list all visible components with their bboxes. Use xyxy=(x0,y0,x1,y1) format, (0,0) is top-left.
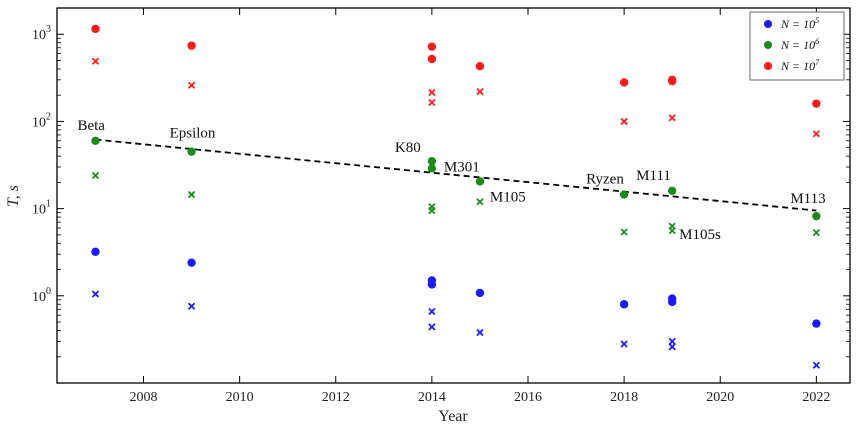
x-axis-label: Year xyxy=(438,408,468,425)
data-point-cross xyxy=(428,307,436,316)
data-point-cross xyxy=(620,340,628,348)
data-point-cross xyxy=(476,328,484,337)
data-point-dot xyxy=(427,54,437,64)
annotation-label: M113 xyxy=(790,191,825,207)
annotation-label: Beta xyxy=(77,118,105,134)
data-point-cross xyxy=(812,361,820,369)
data-point-cross xyxy=(668,114,676,122)
data-point-dot xyxy=(427,42,437,51)
y-tick-label: 102 xyxy=(32,111,51,130)
x-tick-label: 2014 xyxy=(418,390,446,405)
annotation-label: M105 xyxy=(490,189,526,205)
data-point-dot xyxy=(475,288,485,298)
data-point-cross xyxy=(476,198,484,206)
data-point-dot xyxy=(812,99,821,108)
data-point-dot xyxy=(187,147,196,156)
data-point-dot xyxy=(619,190,629,199)
data-point-dot xyxy=(187,258,196,267)
annotation-label: K80 xyxy=(395,140,421,156)
y-tick-label: 100 xyxy=(32,286,51,305)
legend-label: N = 107 xyxy=(780,58,820,73)
data-point-dot xyxy=(667,297,677,307)
data-point-cross xyxy=(476,87,484,96)
x-tick-label: 2010 xyxy=(226,390,254,405)
data-point-cross xyxy=(187,81,196,89)
data-point-cross xyxy=(620,117,628,126)
series-n1e6 xyxy=(91,136,821,237)
series-n1e7 xyxy=(91,24,821,138)
legend-label: N = 105 xyxy=(780,16,819,31)
annotation-label: M111 xyxy=(636,168,671,184)
y-axis-label: T, s xyxy=(5,185,22,207)
x-tick-label: 2022 xyxy=(802,390,830,405)
data-point-cross xyxy=(812,130,820,138)
y-tick-label: 103 xyxy=(32,24,51,43)
series-n1e5 xyxy=(91,247,821,369)
trend-line-layer xyxy=(95,138,817,212)
data-point-dot xyxy=(91,136,100,145)
data-point-cross xyxy=(428,98,436,107)
data-point-cross xyxy=(812,229,820,237)
data-point-cross xyxy=(428,323,436,331)
data-point-dot xyxy=(619,78,629,87)
data-point-dot xyxy=(812,211,821,221)
x-axis: 2008 2010 2012 2014 2016 2018 2020 2022 xyxy=(130,8,830,405)
legend-marker xyxy=(764,20,772,28)
data-point-dot xyxy=(91,247,100,256)
data-point-dot xyxy=(619,300,629,309)
x-tick-label: 2018 xyxy=(610,390,638,405)
annotation-label: Epsilon xyxy=(170,126,216,142)
data-point-dot xyxy=(475,177,485,186)
data-point-cross xyxy=(668,343,676,351)
data-point-dot xyxy=(427,280,437,289)
annotation-label: M105s xyxy=(679,227,721,243)
x-tick-label: 2012 xyxy=(322,390,350,405)
y-tick-label: 101 xyxy=(32,199,51,218)
data-point-cross xyxy=(668,226,676,235)
y-axis: 100 101 102 103 xyxy=(32,7,850,358)
data-point-dot xyxy=(187,41,196,50)
legend-marker xyxy=(764,62,772,70)
data-point-cross xyxy=(668,337,676,346)
data-point-cross xyxy=(428,88,436,97)
data-point-cross xyxy=(91,171,100,180)
data-point-dot xyxy=(427,164,437,173)
annotation-label: Ryzen xyxy=(586,172,624,188)
data-point-dot xyxy=(91,24,100,34)
data-point-cross xyxy=(91,290,100,298)
plot-frame xyxy=(56,7,851,384)
data-point-cross xyxy=(620,228,628,236)
x-tick-label: 2020 xyxy=(706,390,734,405)
data-point-dot xyxy=(475,62,485,71)
x-tick-label: 2016 xyxy=(514,390,542,405)
data-point-dot xyxy=(812,319,821,328)
data-point-dot xyxy=(427,156,437,166)
legend-marker xyxy=(764,41,772,49)
data-point-cross xyxy=(91,57,100,65)
annotation-label: M301 xyxy=(444,159,480,175)
x-tick-label: 2008 xyxy=(130,390,158,405)
trend-line xyxy=(95,138,817,212)
data-point-dot xyxy=(667,76,677,86)
data-points-layer xyxy=(91,24,821,369)
data-point-cross xyxy=(187,302,196,310)
legend-label: N = 106 xyxy=(780,37,819,52)
legend: N = 105 N = 106 N = 107 xyxy=(749,11,845,81)
data-point-cross xyxy=(187,190,196,199)
data-point-dot xyxy=(667,186,677,196)
annotations-layer: Beta Epsilon K80 M301 M105 Ryzen M111 M105s M113 xyxy=(77,118,825,243)
data-point-cross xyxy=(428,206,436,215)
